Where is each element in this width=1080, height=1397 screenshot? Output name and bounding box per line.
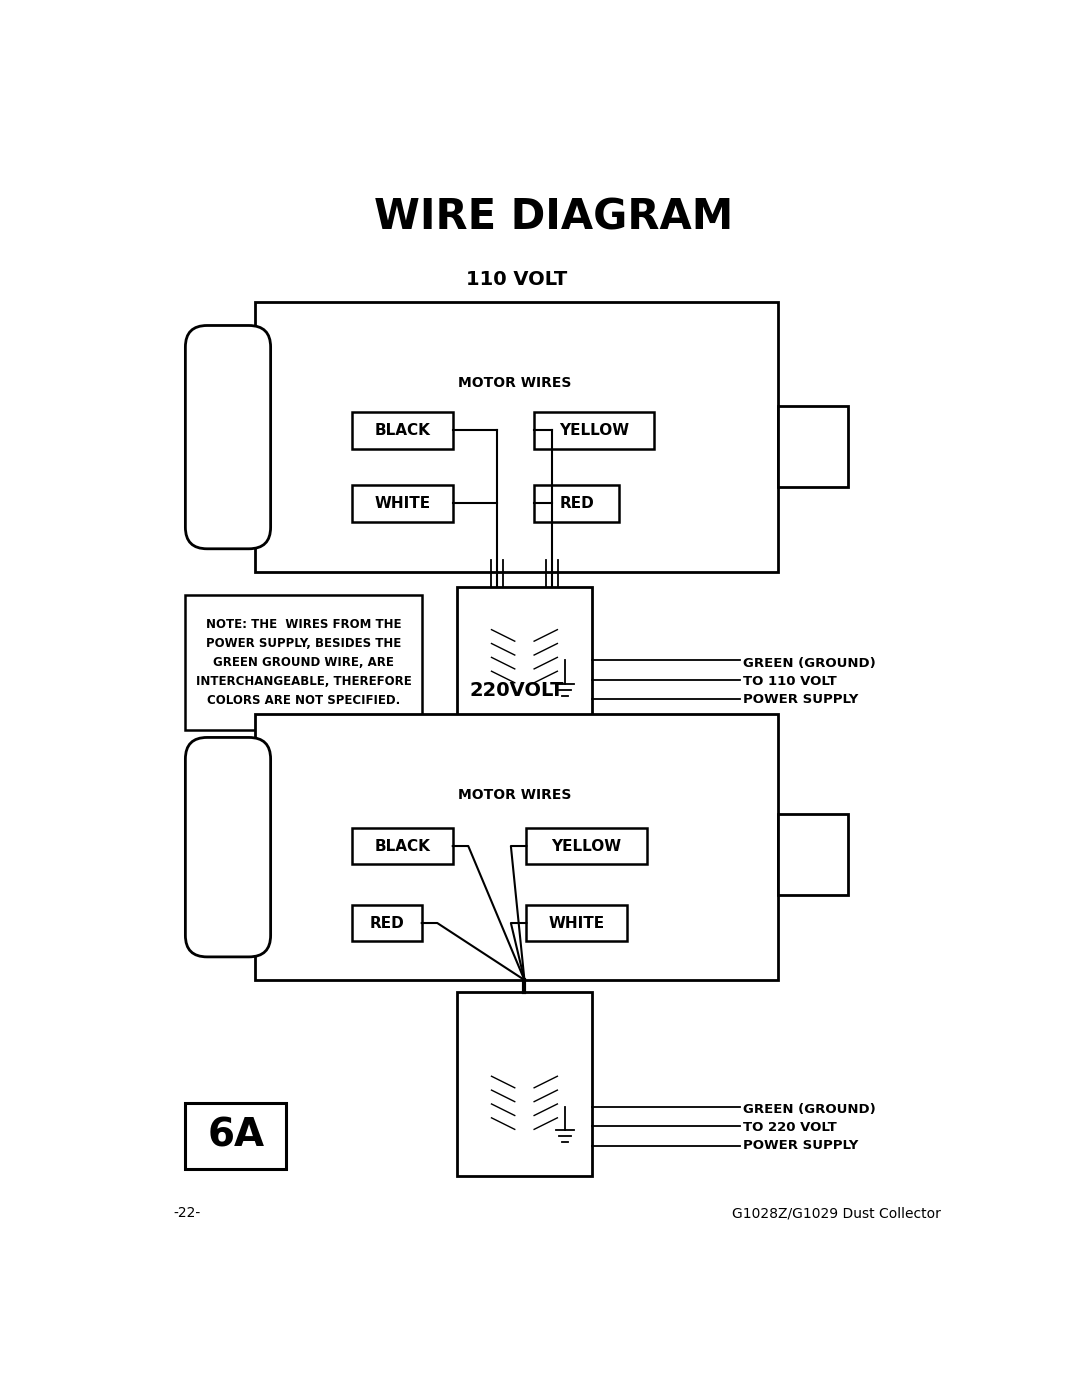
Text: 220VOLT: 220VOLT <box>470 682 564 700</box>
Text: WIRE DIAGRAM: WIRE DIAGRAM <box>374 196 733 237</box>
Bar <box>352 827 453 865</box>
Text: BLACK: BLACK <box>375 838 430 854</box>
Bar <box>457 992 592 1176</box>
Bar <box>460 996 589 1069</box>
Text: YELLOW: YELLOW <box>552 838 621 854</box>
Bar <box>352 412 453 448</box>
Text: G1028Z/G1029 Dust Collector: G1028Z/G1029 Dust Collector <box>732 1206 941 1220</box>
Bar <box>779 814 848 895</box>
Bar <box>186 595 422 729</box>
Text: YELLOW: YELLOW <box>559 423 630 437</box>
Text: WHITE: WHITE <box>549 915 605 930</box>
Text: RED: RED <box>559 496 594 511</box>
Text: BLACK: BLACK <box>375 423 430 437</box>
Text: GREEN (GROUND)
TO 220 VOLT
POWER SUPPLY: GREEN (GROUND) TO 220 VOLT POWER SUPPLY <box>743 1104 876 1153</box>
FancyBboxPatch shape <box>186 326 271 549</box>
Bar <box>535 485 619 522</box>
Bar <box>255 714 779 979</box>
Bar <box>255 302 779 571</box>
Text: RED: RED <box>369 915 404 930</box>
Text: -22-: -22- <box>174 1206 201 1220</box>
Text: 110 VOLT: 110 VOLT <box>467 270 567 289</box>
Bar <box>186 1104 286 1169</box>
Bar <box>526 904 627 942</box>
FancyBboxPatch shape <box>186 738 271 957</box>
Text: GREEN (GROUND)
TO 110 VOLT
POWER SUPPLY: GREEN (GROUND) TO 110 VOLT POWER SUPPLY <box>743 657 876 705</box>
Bar <box>352 904 422 942</box>
Text: 6A: 6A <box>207 1118 265 1155</box>
Bar <box>535 412 654 448</box>
Bar <box>352 485 453 522</box>
Bar <box>526 827 647 865</box>
Bar <box>457 587 592 722</box>
Text: NOTE: THE  WIRES FROM THE
POWER SUPPLY, BESIDES THE
GREEN GROUND WIRE, ARE
INTER: NOTE: THE WIRES FROM THE POWER SUPPLY, B… <box>195 617 411 707</box>
Text: MOTOR WIRES: MOTOR WIRES <box>458 788 571 802</box>
Bar <box>779 407 848 488</box>
Text: WHITE: WHITE <box>375 496 431 511</box>
Text: MOTOR WIRES: MOTOR WIRES <box>458 376 571 390</box>
